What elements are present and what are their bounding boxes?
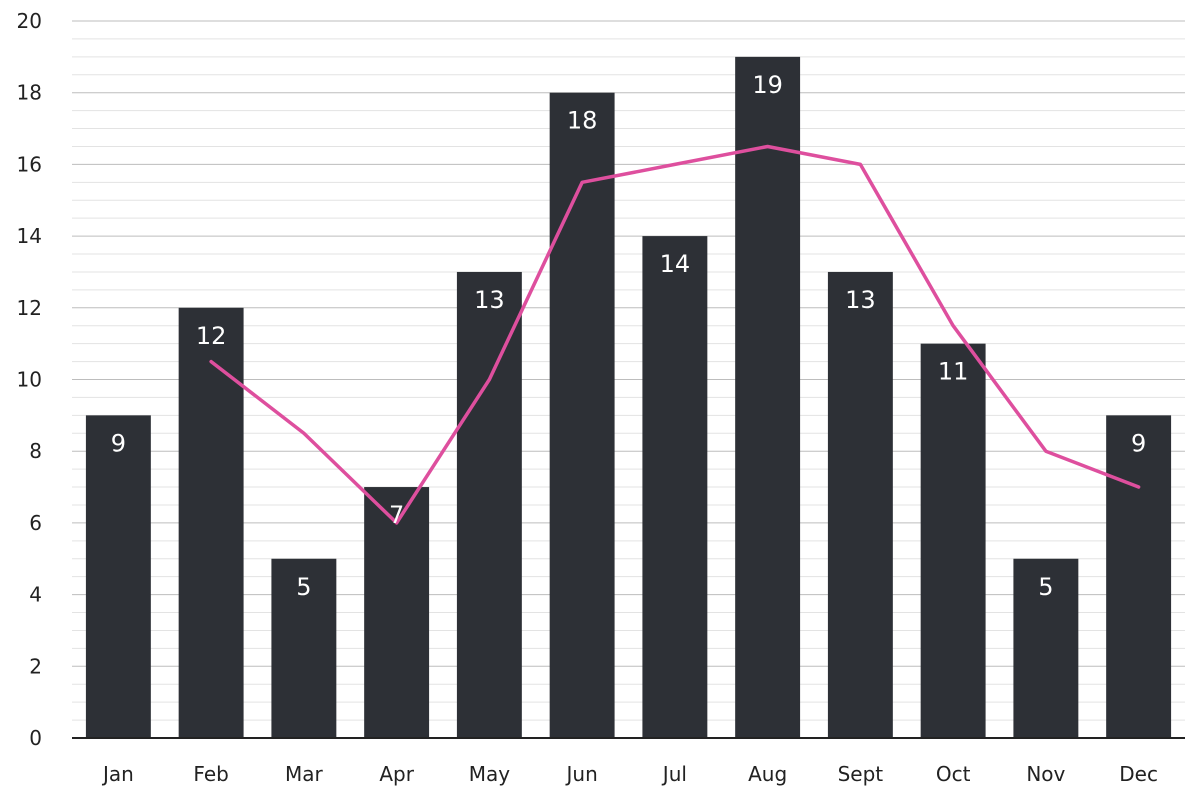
bar: [642, 236, 708, 738]
bar: [85, 415, 151, 738]
bar-data-label: 13: [474, 286, 505, 314]
x-tick-label: Mar: [285, 762, 324, 786]
bar-data-label: 11: [938, 358, 969, 386]
bar-data-label: 5: [296, 573, 311, 601]
y-tick-label: 16: [17, 152, 42, 176]
x-tick-label: Sept: [838, 762, 884, 786]
data-labels: 9 12 5 7 13 18 14 19 13 11 5 9: [111, 71, 1147, 601]
bar-series: [85, 56, 1172, 739]
x-tick-label: May: [469, 762, 511, 786]
bar: [827, 271, 893, 738]
bar-data-label: 5: [1038, 573, 1053, 601]
x-axis: Jan Feb Mar Apr May Jun Jul Aug Sept Oct Nov Dec: [72, 737, 1185, 786]
bar: [735, 56, 801, 739]
bar: [364, 487, 430, 738]
x-tick-label: Dec: [1119, 762, 1158, 786]
gridlines: [72, 20, 1185, 721]
bar: [549, 92, 615, 738]
y-tick-label: 12: [17, 296, 42, 320]
bar: [456, 271, 522, 738]
line-series: [209, 144, 1141, 525]
bar-data-label: 13: [845, 286, 876, 314]
x-tick-label: Aug: [748, 762, 787, 786]
x-tick-label: Apr: [379, 762, 414, 786]
bar-data-label: 7: [389, 501, 404, 529]
bar: [1013, 558, 1079, 738]
bar-data-label: 18: [567, 107, 598, 135]
bar-data-label: 9: [111, 429, 126, 457]
bar-data-label: 9: [1131, 429, 1146, 457]
y-axis-ticks: 0 2 4 6 8 10 12 14 16 18 20: [17, 9, 42, 750]
y-tick-label: 10: [17, 368, 42, 392]
x-tick-label: Jul: [661, 762, 687, 786]
bar: [178, 307, 244, 738]
bar: [271, 558, 337, 738]
x-tick-label: Feb: [193, 762, 228, 786]
bar: [920, 343, 986, 738]
bar-data-label: 19: [752, 71, 783, 99]
y-tick-label: 18: [17, 81, 42, 105]
y-tick-label: 2: [29, 654, 42, 678]
y-tick-label: 0: [29, 726, 42, 750]
bar-data-label: 12: [196, 322, 227, 350]
y-tick-label: 4: [29, 583, 42, 607]
bar: [1106, 415, 1172, 738]
y-tick-label: 20: [17, 9, 42, 33]
bar-data-label: 14: [660, 250, 691, 278]
y-tick-label: 14: [17, 224, 42, 248]
x-tick-label: Oct: [936, 762, 971, 786]
x-tick-label: Jan: [101, 762, 134, 786]
y-tick-label: 8: [29, 439, 42, 463]
x-tick-label: Nov: [1026, 762, 1065, 786]
x-tick-label: Jun: [565, 762, 598, 786]
y-tick-label: 6: [29, 511, 42, 535]
